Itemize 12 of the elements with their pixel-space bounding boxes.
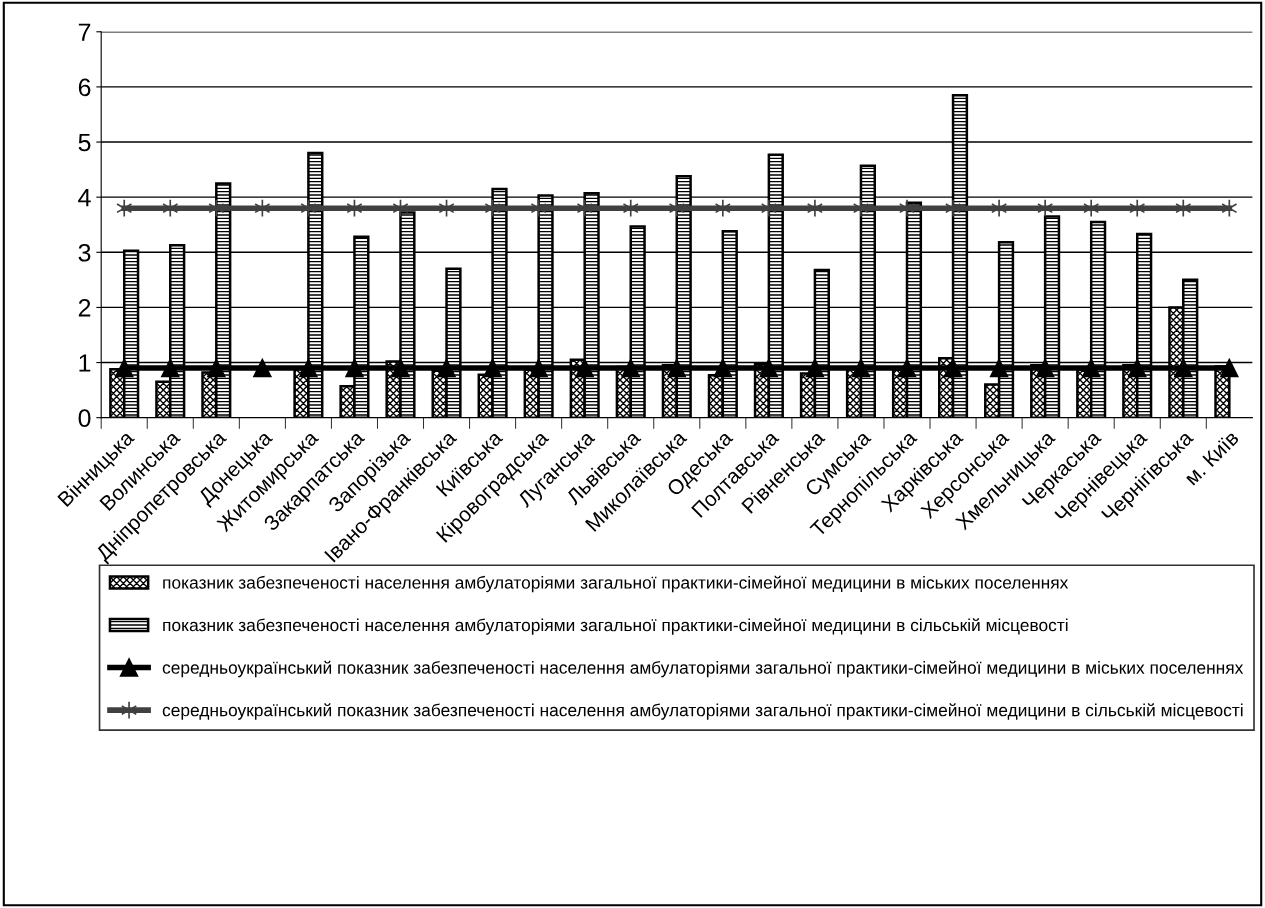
legend-label: показник забезпеченості населення амбулаторіями загальної практики-сімейної медицини в міських поселеннях [163,575,1069,593]
legend-label: показник забезпеченості населення амбулаторіями загальної практики-сімейної медицини в сільській місцевості [163,618,1068,635]
legend-label: середньоукраїнський показник забезпеченості населення амбулаторіями загальної практики-сімейної медицини в сільській місцевості [162,703,1243,720]
y-tick-label: 6 [78,78,91,97]
y-tick-label: 2 [78,299,91,317]
y-tick-label: 0 [78,409,91,427]
y-tick-label: 7 [78,23,91,41]
legend-label: середньоукраїнський показник забезпеченості населення амбулаторіями загальної практики-сімейної медицини в міських поселеннях [162,660,1244,678]
y-tick-label: 3 [78,243,91,262]
y-tick-label: 1 [79,354,91,372]
y-tick-label: 4 [78,189,91,207]
y-tick-label: 5 [78,133,91,152]
